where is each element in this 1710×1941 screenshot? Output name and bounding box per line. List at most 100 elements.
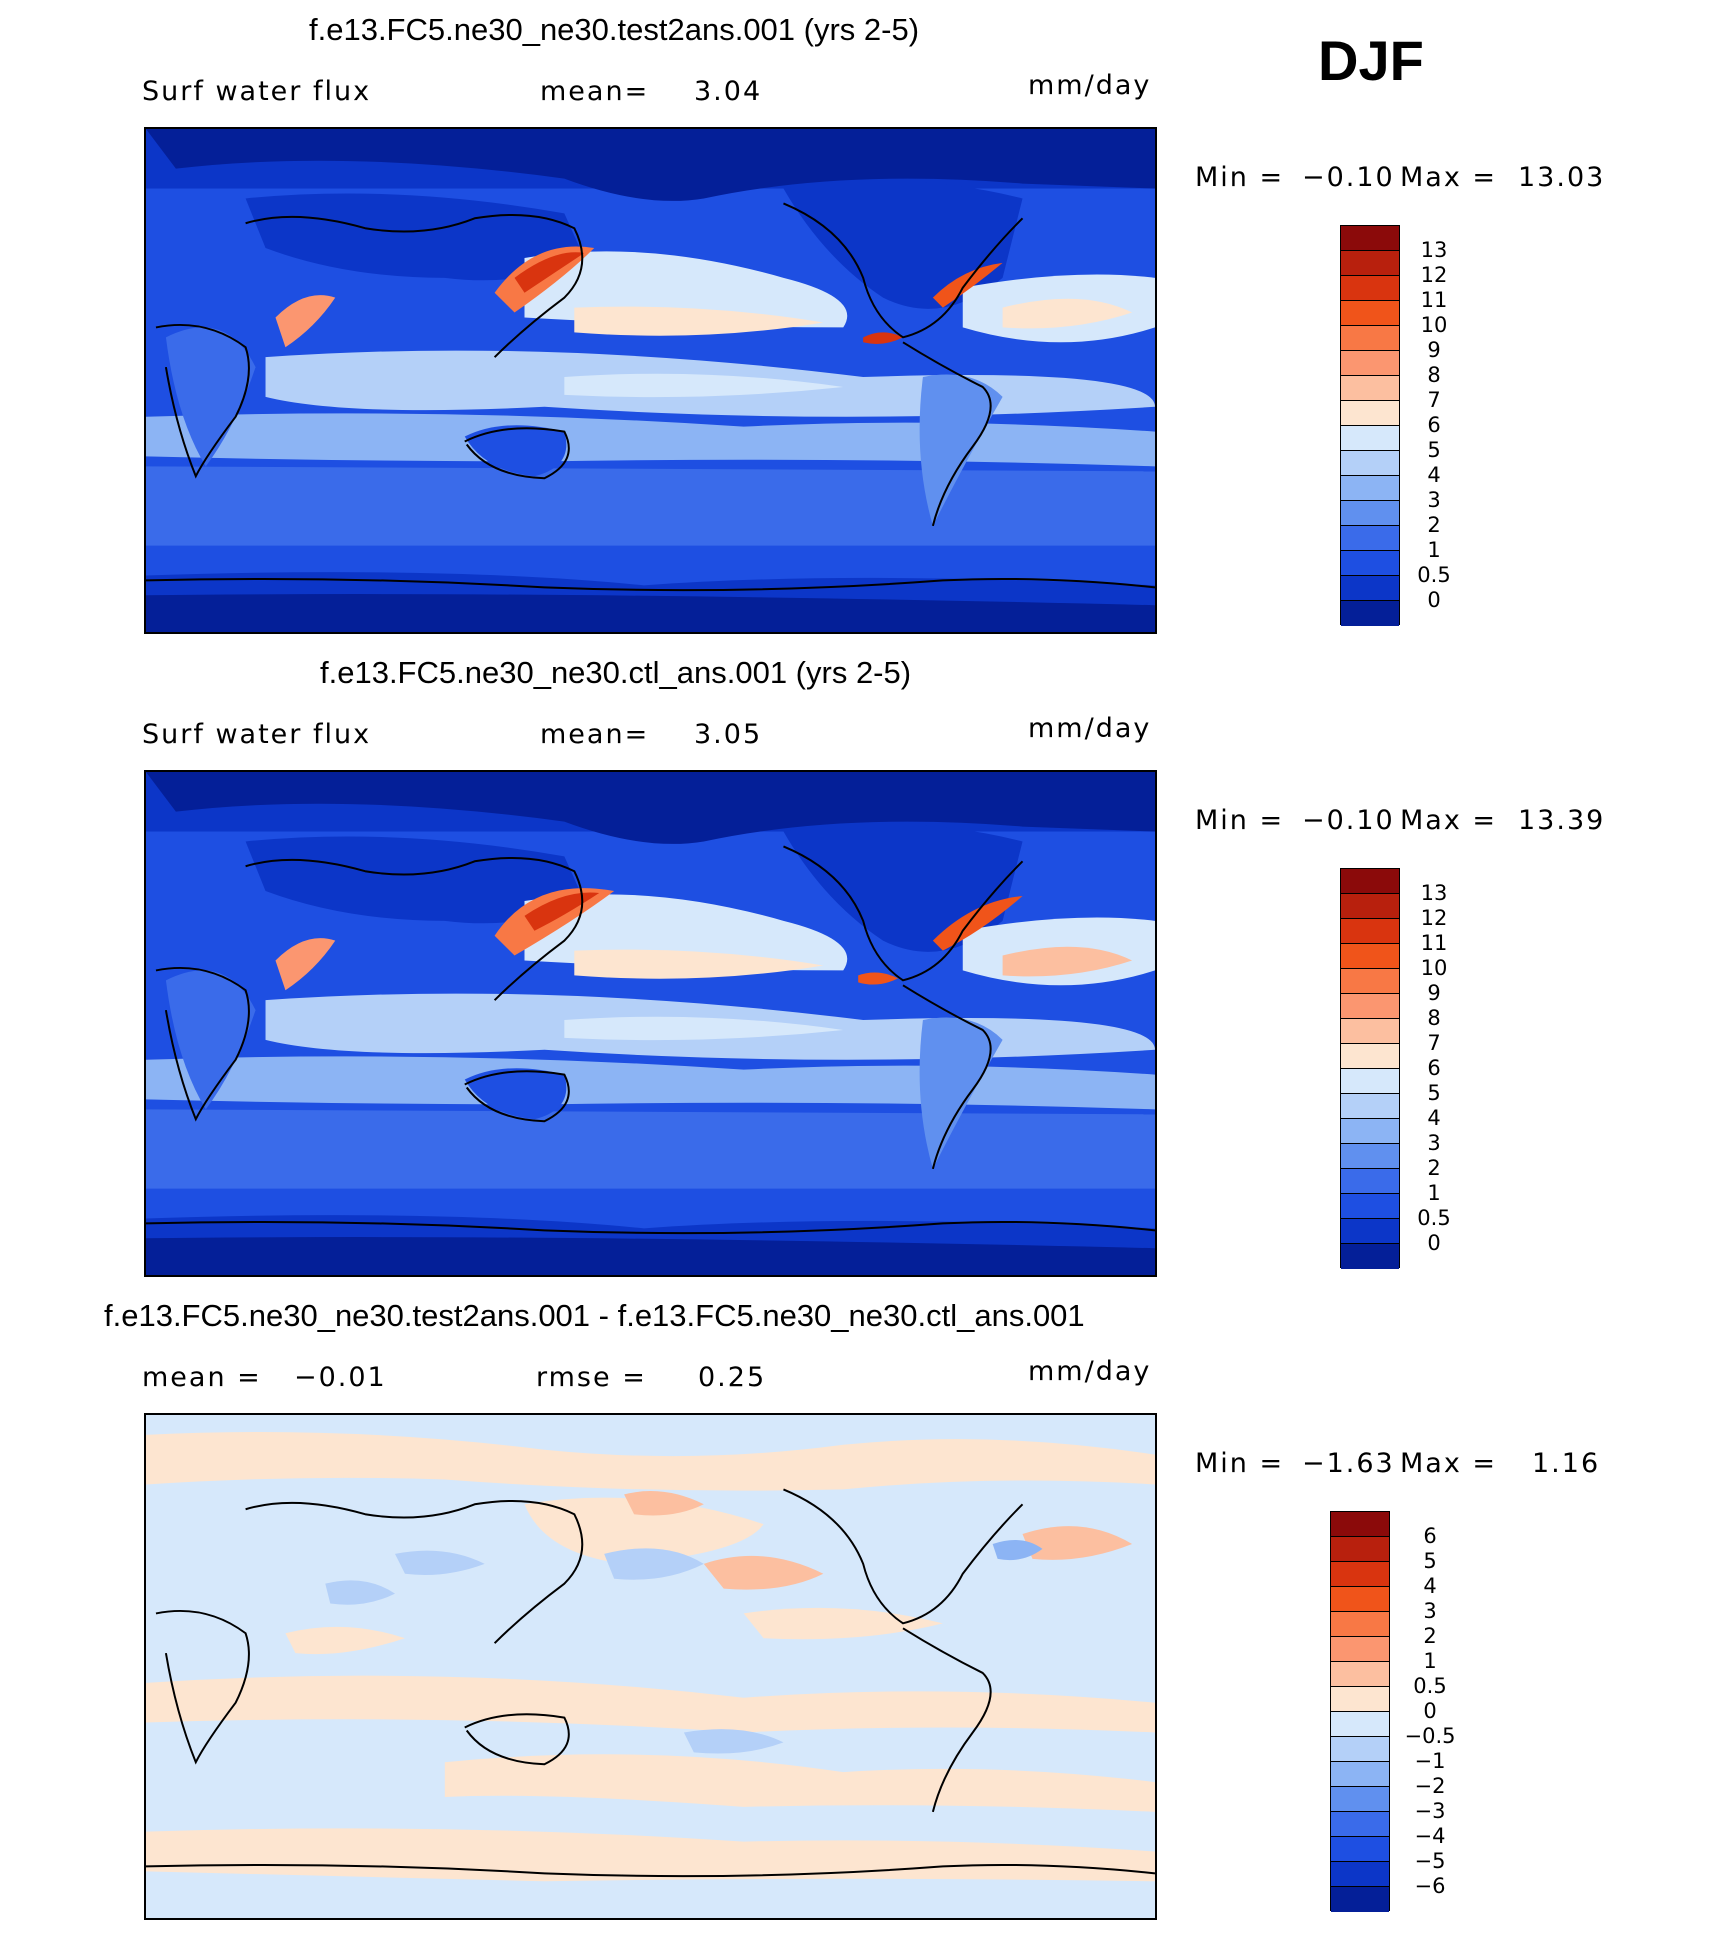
colorbar-tick-label: 0.5 (1417, 563, 1451, 587)
panel-3-units: mm/day (1028, 1356, 1152, 1387)
colorbar-swatch (1341, 994, 1399, 1019)
colorbar-swatch (1331, 1887, 1389, 1912)
panel-1-mean-label: mean= (540, 76, 650, 107)
panel-2-colorbar (1340, 868, 1400, 1269)
panel-2-variable-label: Surf water flux (142, 719, 372, 750)
colorbar-tick-label: 7 (1427, 1031, 1441, 1055)
colorbar-swatch (1341, 1069, 1399, 1094)
colorbar-tick-label: 0.5 (1413, 1674, 1447, 1698)
colorbar-swatch (1341, 1144, 1399, 1169)
panel-3-min-value: −1.63 (1302, 1448, 1395, 1479)
colorbar-swatch (1341, 376, 1399, 401)
panel-2-min-label: Min = (1195, 805, 1285, 836)
colorbar-swatch (1331, 1587, 1389, 1612)
panel-1-variable-label: Surf water flux (142, 76, 372, 107)
panel-3-colorbar (1330, 1511, 1390, 1912)
colorbar-tick-label: 1 (1427, 1181, 1441, 1205)
colorbar-tick-label: −3 (1414, 1799, 1446, 1823)
colorbar-swatch (1331, 1512, 1389, 1537)
colorbar-swatch (1341, 451, 1399, 476)
colorbar-tick-label: 0 (1427, 588, 1441, 612)
colorbar-swatch (1341, 1194, 1399, 1219)
colorbar-swatch (1341, 969, 1399, 994)
colorbar-tick-label: 3 (1427, 1131, 1441, 1155)
colorbar-swatch (1341, 1119, 1399, 1144)
panel-1-max-value: 13.03 (1518, 162, 1606, 193)
colorbar-swatch (1331, 1712, 1389, 1737)
colorbar-swatch (1341, 326, 1399, 351)
colorbar-swatch (1341, 351, 1399, 376)
panel-3-max-value: 1.16 (1532, 1448, 1601, 1479)
colorbar-tick-label: 4 (1427, 1106, 1441, 1130)
colorbar-tick-label: 1 (1427, 538, 1441, 562)
colorbar-swatch (1341, 526, 1399, 551)
colorbar-swatch (1341, 301, 1399, 326)
colorbar-swatch (1331, 1637, 1389, 1662)
colorbar-swatch (1341, 551, 1399, 576)
colorbar-tick-label: 9 (1427, 981, 1441, 1005)
panel-1-max-label: Max = (1400, 162, 1498, 193)
panel-3-mean-label: mean = (142, 1362, 262, 1393)
panel-1-min-value: −0.10 (1302, 162, 1395, 193)
colorbar-tick-label: 0 (1423, 1699, 1437, 1723)
colorbar-tick-label: 0 (1427, 1231, 1441, 1255)
colorbar-swatch (1341, 1094, 1399, 1119)
colorbar-tick-label: −6 (1414, 1874, 1446, 1898)
colorbar-tick-label: 8 (1427, 363, 1441, 387)
panel-3-mean-value: −0.01 (294, 1362, 387, 1393)
colorbar-swatch (1341, 576, 1399, 601)
colorbar-swatch (1331, 1737, 1389, 1762)
season-label: DJF (1318, 29, 1424, 92)
colorbar-swatch (1341, 476, 1399, 501)
colorbar-tick-label: −0.5 (1404, 1724, 1456, 1748)
colorbar-tick-label: 5 (1423, 1549, 1437, 1573)
colorbar-swatch (1331, 1812, 1389, 1837)
colorbar-tick-label: 5 (1427, 438, 1441, 462)
colorbar-swatch (1341, 401, 1399, 426)
panel-1-units: mm/day (1028, 70, 1152, 101)
colorbar-swatch (1331, 1787, 1389, 1812)
panel-1-colorbar (1340, 225, 1400, 626)
colorbar-swatch (1331, 1862, 1389, 1887)
colorbar-swatch (1341, 276, 1399, 301)
colorbar-tick-label: 13 (1420, 881, 1448, 905)
colorbar-tick-label: 3 (1427, 488, 1441, 512)
panel-2-map (144, 770, 1157, 1277)
panel-3-max-label: Max = (1400, 1448, 1498, 1479)
colorbar-swatch (1341, 944, 1399, 969)
panel-2-title: f.e13.FC5.ne30_ne30.ctl_ans.001 (yrs 2-5… (320, 655, 912, 690)
colorbar-tick-label: 6 (1423, 1524, 1437, 1548)
panel-3-map (144, 1413, 1157, 1920)
colorbar-tick-label: 12 (1420, 263, 1448, 287)
colorbar-swatch (1331, 1762, 1389, 1787)
colorbar-tick-label: 9 (1427, 338, 1441, 362)
colorbar-swatch (1341, 919, 1399, 944)
panel-2-min-value: −0.10 (1302, 805, 1395, 836)
colorbar-swatch (1331, 1562, 1389, 1587)
colorbar-tick-label: 11 (1420, 288, 1448, 312)
panel-2-mean-label: mean= (540, 719, 650, 750)
panel-3-rmse-label: rmse = (536, 1362, 647, 1393)
colorbar-swatch (1341, 1044, 1399, 1069)
colorbar-tick-label: 4 (1423, 1574, 1437, 1598)
colorbar-tick-label: 6 (1427, 1056, 1441, 1080)
colorbar-tick-label: 2 (1427, 513, 1441, 537)
colorbar-tick-label: 5 (1427, 1081, 1441, 1105)
colorbar-tick-label: 8 (1427, 1006, 1441, 1030)
colorbar-swatch (1341, 501, 1399, 526)
panel-2-mean-value: 3.05 (694, 719, 763, 750)
colorbar-tick-label: 2 (1427, 1156, 1441, 1180)
colorbar-swatch (1341, 869, 1399, 894)
panel-2-max-value: 13.39 (1518, 805, 1606, 836)
colorbar-tick-label: 12 (1420, 906, 1448, 930)
colorbar-swatch (1341, 1244, 1399, 1269)
colorbar-swatch (1341, 601, 1399, 626)
colorbar-tick-label: 10 (1420, 313, 1448, 337)
panel-3-title: f.e13.FC5.ne30_ne30.test2ans.001 - f.e13… (104, 1298, 1085, 1333)
colorbar-swatch (1341, 226, 1399, 251)
panel-2-units: mm/day (1028, 713, 1152, 744)
colorbar-swatch (1341, 894, 1399, 919)
colorbar-swatch (1341, 1169, 1399, 1194)
panel-3-min-label: Min = (1195, 1448, 1285, 1479)
colorbar-swatch (1341, 1019, 1399, 1044)
